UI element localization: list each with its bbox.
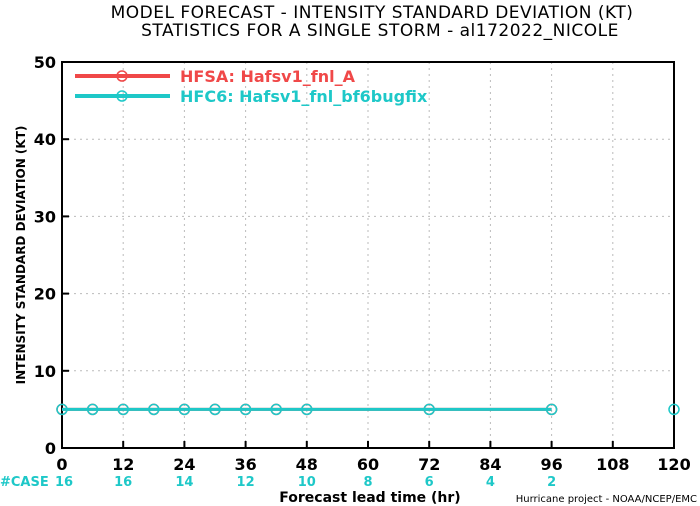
- chart-title: MODEL FORECAST - INTENSITY STANDARD DEVI…: [111, 3, 634, 23]
- series-1-point-1: [86, 403, 99, 416]
- extra-point-0: [668, 403, 680, 416]
- series-1-point-0: [56, 403, 68, 416]
- legend-marker-1: [116, 90, 128, 102]
- series-1-point-7: [270, 403, 282, 416]
- y-tick-label-5: 50: [34, 53, 56, 72]
- y-axis: 0 10 20 30 40 50: [34, 53, 69, 458]
- series-1-point-10: [545, 403, 558, 416]
- x-tick-label-3: 36: [234, 455, 256, 474]
- case-count-6: 6: [425, 475, 434, 490]
- chart-subtitle: STATISTICS FOR A SINGLE STORM - al172022…: [141, 21, 619, 41]
- series-layer: [56, 403, 680, 416]
- case-label: #CASE: [0, 475, 49, 490]
- series-1-point-4: [178, 403, 191, 416]
- y-tick-label-3: 30: [34, 207, 56, 226]
- x-tick-label-10: 120: [657, 455, 690, 474]
- x-tick-label-4: 48: [296, 455, 318, 474]
- x-tick-label-9: 108: [596, 455, 629, 474]
- case-count-1: 16: [114, 475, 132, 490]
- x-tick-label-2: 24: [173, 455, 195, 474]
- case-count-3: 12: [237, 475, 255, 490]
- credit-text: Hurricane project - NOAA/NCEP/EMC: [516, 494, 697, 505]
- y-tick-label-4: 40: [34, 130, 56, 149]
- x-tick-label-5: 60: [357, 455, 379, 474]
- x-tick-label-1: 12: [112, 455, 134, 474]
- y-tick-label-2: 20: [34, 285, 56, 304]
- series-1-point-2: [117, 403, 129, 416]
- grid: [62, 62, 674, 448]
- series-1-point-6: [239, 403, 252, 416]
- x-tick-label-0: 0: [56, 455, 67, 474]
- series-1-point-8: [301, 403, 313, 416]
- case-counts: 16 16 14 12 10 8 6 4 2: [55, 475, 556, 490]
- y-tick-label-1: 10: [34, 362, 56, 381]
- legend-label-0: HFSA: Hafsv1_fnl_A: [180, 67, 356, 86]
- y-axis-label: INTENSITY STANDARD DEVIATION (KT): [14, 126, 28, 385]
- legend-marker-0: [116, 70, 128, 82]
- series-1-point-3: [148, 403, 160, 416]
- case-count-2: 14: [175, 475, 193, 490]
- case-count-7: 4: [486, 475, 495, 490]
- x-tick-label-7: 84: [479, 455, 501, 474]
- x-axis-label: Forecast lead time (hr): [279, 490, 460, 506]
- series-1-point-5: [209, 403, 221, 416]
- x-tick-label-8: 96: [540, 455, 562, 474]
- x-axis: 0 12 24 36 48 60 72 84 96 108 120: [56, 441, 691, 474]
- series-1-point-9: [423, 403, 435, 416]
- case-count-8: 2: [547, 475, 556, 490]
- case-count-4: 10: [298, 475, 316, 490]
- x-tick-label-6: 72: [418, 455, 440, 474]
- case-count-0: 16: [55, 475, 73, 490]
- y-tick-label-0: 0: [45, 439, 56, 458]
- case-count-5: 8: [363, 475, 372, 490]
- legend-label-1: HFC6: Hafsv1_fnl_bf6bugfix: [180, 87, 428, 106]
